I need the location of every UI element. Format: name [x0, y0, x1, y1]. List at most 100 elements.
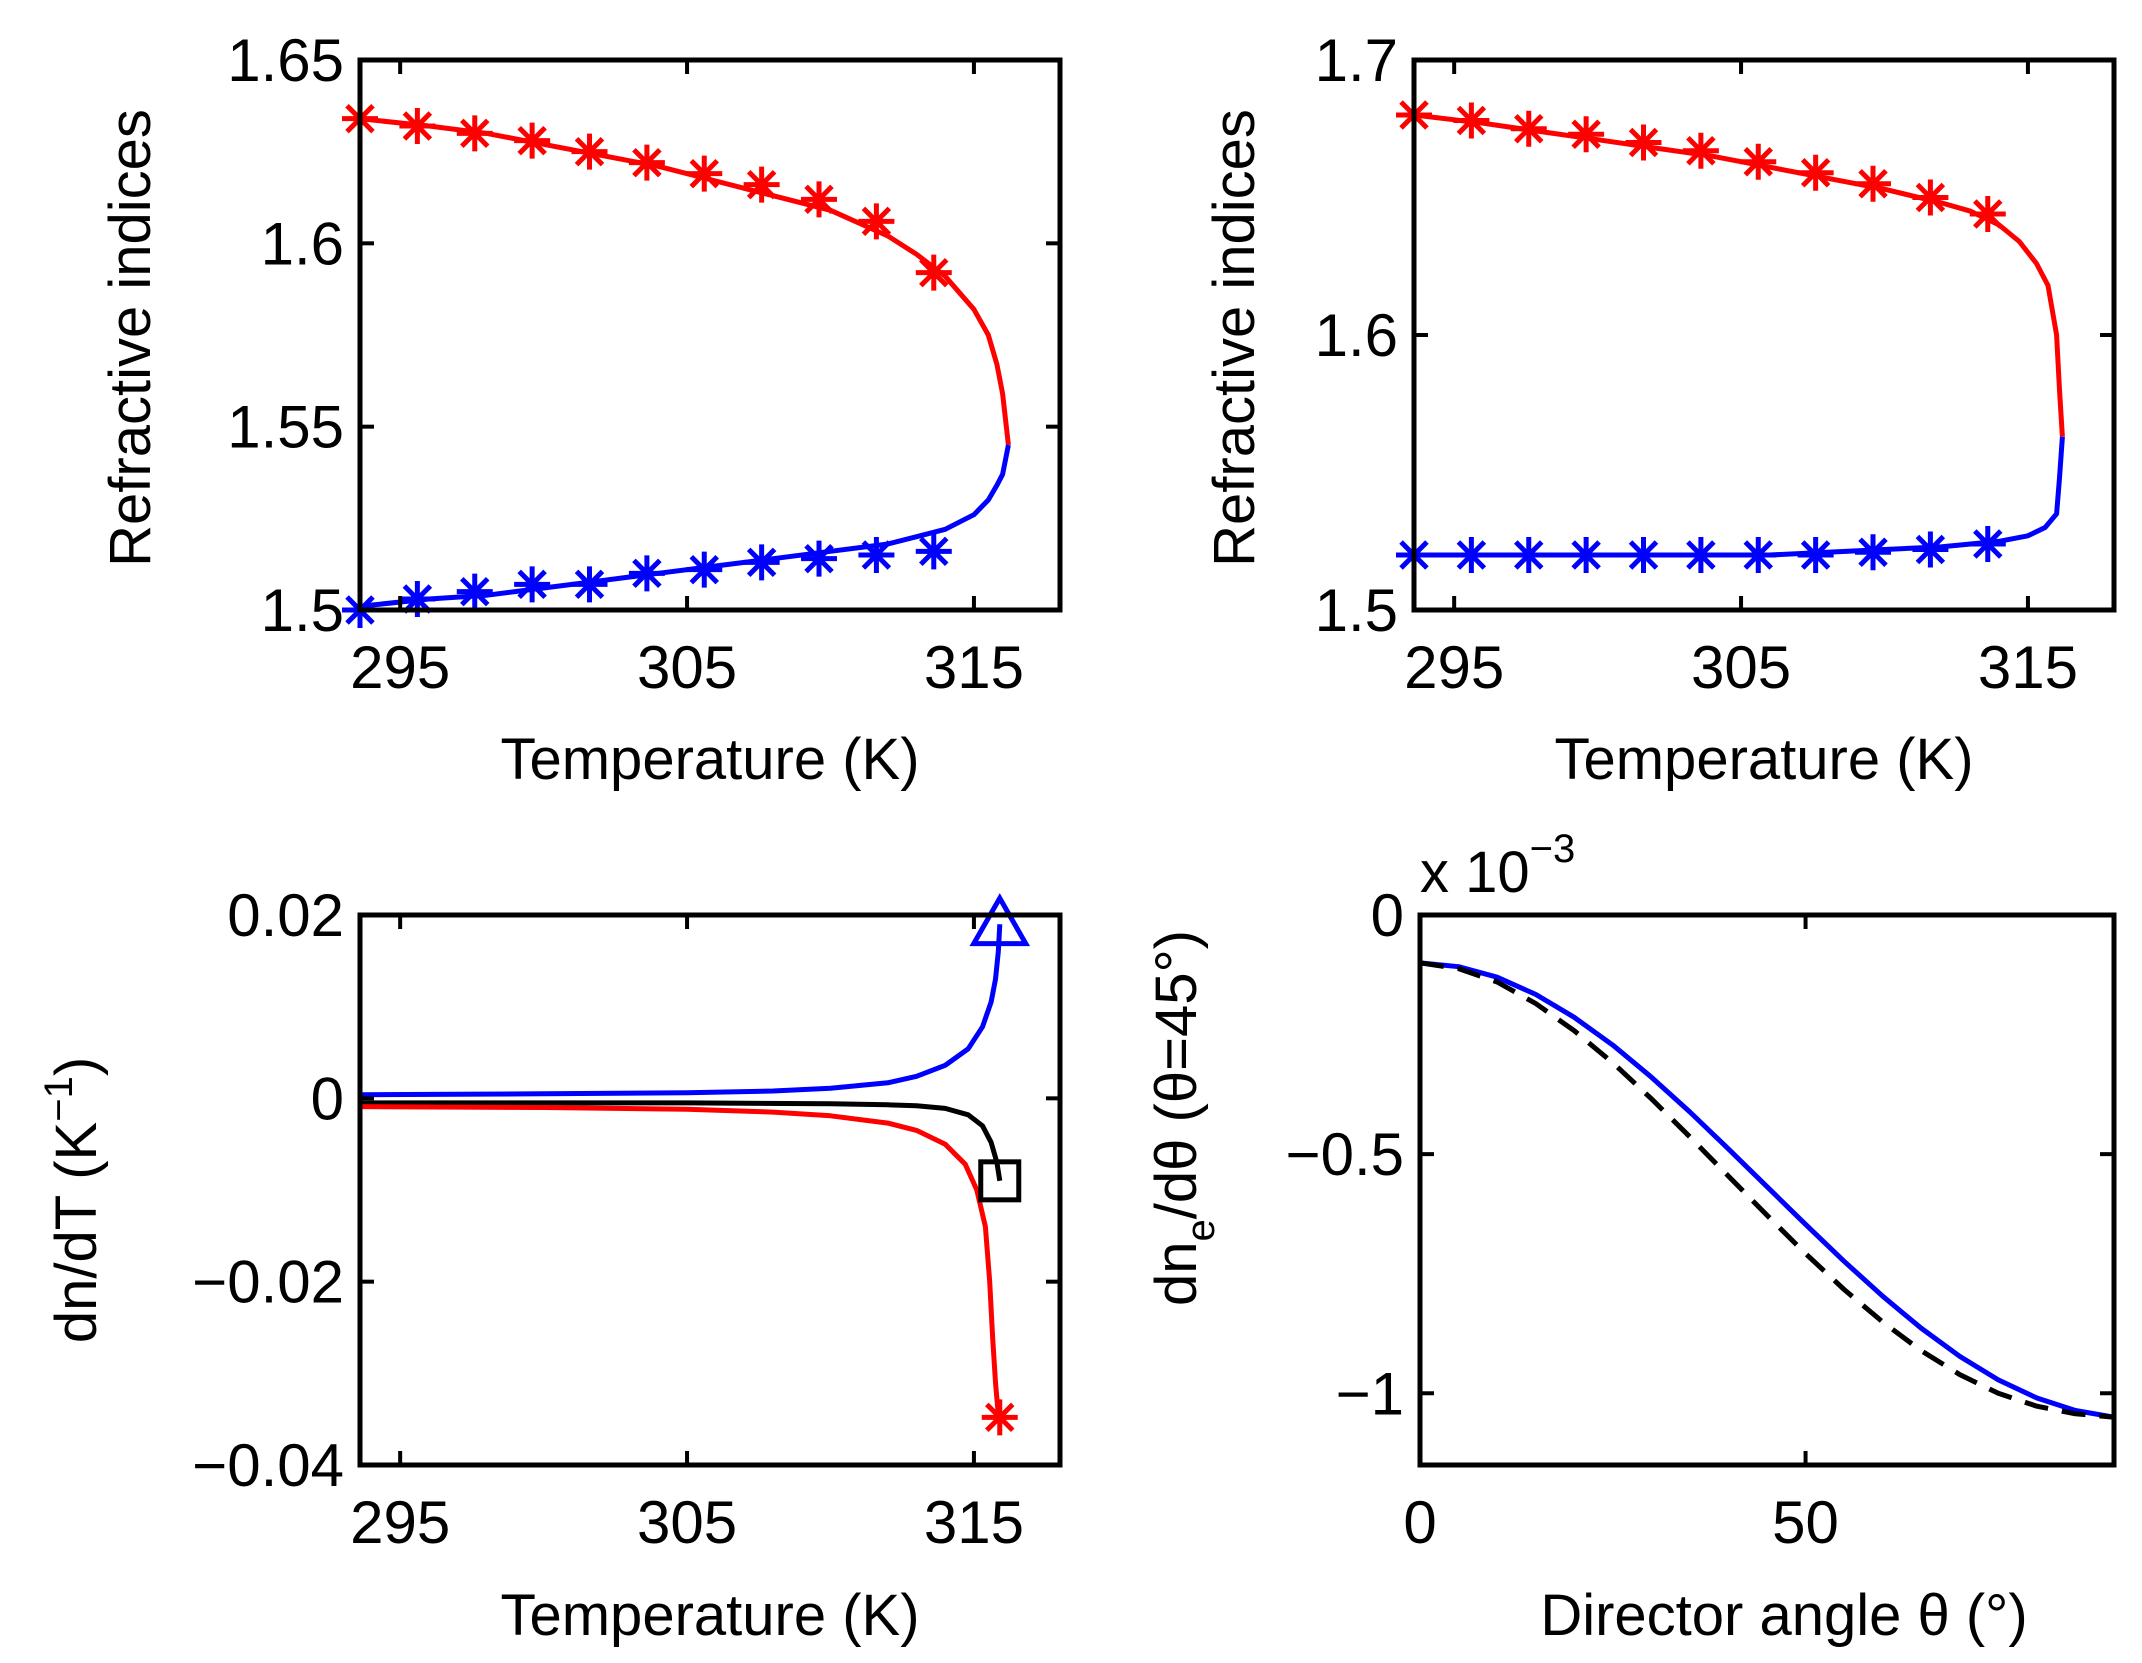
panel-br-x-axis-label: Director angle θ (°): [1540, 1583, 2027, 1648]
panel-top-right: 295 305 315 1.5 1.6 1.7 Temperature (K) Refra…: [1202, 27, 2117, 792]
data-point-star: [1797, 154, 1834, 191]
panel-br-multiplier-base: x 10: [1420, 840, 1530, 905]
series-line-ref: [1420, 960, 2114, 1420]
data-point-star: [686, 155, 723, 192]
data-point-star: [801, 540, 838, 577]
data-point-star: [1855, 165, 1892, 202]
data-point-star: [1969, 196, 2006, 232]
data-point-star: [1912, 179, 1949, 216]
data-point-star: [514, 122, 551, 159]
y-tick-label: 0: [1371, 882, 1404, 949]
panel-br-multiplier: x 10−3: [1420, 827, 1575, 905]
x-tick-label: 305: [637, 634, 737, 701]
panel-br-ticks: 0 50 −1 −0.5 0: [1286, 882, 2114, 1556]
panel-bottom-left: 295 305 315 −0.04 −0.02 0 0.02 Temperature (K)…: [37, 882, 1063, 1648]
panel-br-y-axis-label: dne/dθ (θ=45°): [1144, 930, 1223, 1306]
panel-tl-marks: [342, 100, 1011, 628]
data-point-star: [571, 566, 608, 603]
series-line-no: [1414, 112, 2065, 437]
data-point-star: [1912, 531, 1949, 568]
y-tick-label: 1.7: [1315, 27, 1398, 94]
x-tick-label: 315: [1978, 634, 2078, 701]
x-tick-label: 305: [1691, 634, 1791, 701]
panel-tr-marks: [1396, 97, 2065, 573]
data-point-star: [981, 1399, 1018, 1436]
series-line-ne: [1414, 436, 2065, 558]
x-tick-label: 315: [924, 634, 1024, 701]
panel-tl-y-axis-label: Refractive indices: [98, 109, 163, 567]
data-point-star: [456, 115, 493, 152]
data-point-star: [628, 144, 665, 181]
data-point-star: [1740, 143, 1777, 180]
panel-bl-ticks: 295 305 315 −0.04 −0.02 0 0.02: [192, 882, 1060, 1556]
y-tick-label: −1: [1336, 1360, 1404, 1427]
panel-tr-frame: [1411, 57, 2117, 613]
panel-bottom-right: 0 50 −1 −0.5 0 Director angle θ (°) dne/dθ (…: [1144, 827, 2117, 1648]
panel-tr-x-axis-label: Temperature (K): [1554, 727, 1973, 792]
series-line-ne: [360, 444, 1011, 609]
panel-br-frame: [1417, 912, 2117, 1468]
panel-tr-ticks: 295 305 315 1.5 1.6 1.7: [1315, 27, 2114, 701]
data-point-star: [1625, 124, 1662, 161]
panel-br-y-axis-label-subscript: e: [1179, 1219, 1223, 1241]
data-point-star: [1855, 534, 1892, 571]
data-point-star: [743, 166, 780, 203]
series-line-no: [360, 1104, 1001, 1415]
data-point-star: [1682, 132, 1719, 169]
panel-tl-frame: [357, 57, 1063, 613]
data-point-star: [858, 537, 895, 573]
data-point-star: [1969, 526, 2006, 562]
y-tick-label: −0.5: [1286, 1121, 1404, 1188]
panel-bl-y-axis-label: dn/dT (K−1): [37, 1057, 109, 1343]
data-point-star: [915, 533, 952, 570]
y-tick-label: −0.02: [192, 1249, 344, 1316]
series-line-third: [360, 1100, 1003, 1182]
data-point-star: [1740, 537, 1777, 573]
data-point-square: [978, 1159, 1022, 1203]
y-tick-label: 0: [311, 1065, 344, 1132]
data-point-star: [858, 203, 895, 240]
panel-br-multiplier-exponent: −3: [1530, 827, 1576, 871]
panel-br-marks: [1420, 960, 2114, 1420]
data-point-star: [915, 254, 952, 291]
y-tick-label: 1.5: [261, 577, 344, 644]
x-tick-label: 295: [350, 634, 450, 701]
panel-tr-y-axis-label: Refractive indices: [1202, 109, 1267, 567]
data-point-star: [1568, 116, 1605, 153]
data-point-star: [514, 566, 551, 603]
data-point-star: [1453, 537, 1490, 573]
y-tick-label: 1.6: [261, 210, 344, 277]
data-point-star: [743, 544, 780, 581]
data-point-star: [399, 108, 436, 144]
data-point-star: [571, 133, 608, 170]
data-point-star: [399, 581, 436, 617]
y-tick-label: −0.04: [192, 1432, 344, 1499]
panel-bl-y-axis-label-exponent: −1: [37, 1076, 81, 1122]
series-line-no: [360, 116, 1011, 446]
y-tick-label: 0.02: [227, 882, 344, 949]
x-tick-label: 295: [1404, 634, 1504, 701]
data-point-star: [628, 555, 665, 592]
data-point-star: [1510, 110, 1547, 147]
x-tick-label: 315: [924, 1489, 1024, 1556]
data-point-star: [686, 551, 723, 588]
series-line-ne: [1420, 960, 2114, 1420]
data-point-star: [1625, 537, 1662, 573]
series-line-ne: [360, 924, 1003, 1098]
data-point-star: [456, 573, 493, 610]
panel-bl-frame: [357, 912, 1063, 1468]
data-point-star: [801, 181, 838, 218]
data-point-star: [1797, 537, 1834, 573]
data-point-star: [1453, 102, 1490, 139]
panel-bl-x-axis-label: Temperature (K): [500, 1583, 919, 1648]
panel-br-y-axis-label-rest: /dθ (θ=45°): [1144, 930, 1209, 1219]
panel-bl-y-axis-label-close: ): [44, 1057, 109, 1076]
panel-tl-ticks: 295 305 315 1.5 1.55 1.6 1.65: [227, 27, 1060, 701]
panel-br-y-axis-label-main: dn: [1144, 1241, 1209, 1306]
x-tick-label: 0: [1403, 1489, 1436, 1556]
x-tick-label: 50: [1772, 1489, 1839, 1556]
y-tick-label: 1.55: [227, 394, 344, 461]
panel-tl-x-axis-label: Temperature (K): [500, 727, 919, 792]
panel-bl-marks: [360, 893, 1031, 1436]
